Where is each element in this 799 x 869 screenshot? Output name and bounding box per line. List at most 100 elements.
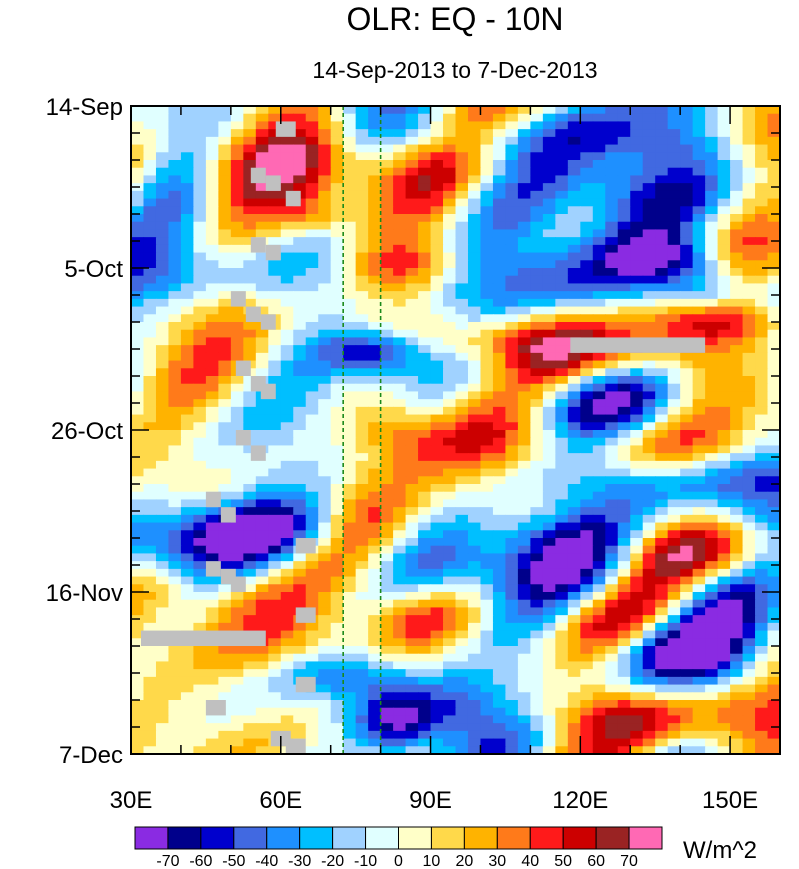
heatmap-cell bbox=[131, 260, 145, 269]
heatmap-cell bbox=[642, 291, 656, 300]
heatmap-cell bbox=[617, 360, 631, 369]
heatmap-cell bbox=[218, 298, 232, 308]
heatmap-cell bbox=[143, 329, 157, 339]
heatmap-cell bbox=[343, 167, 357, 177]
heatmap-cell bbox=[517, 700, 531, 709]
heatmap-cell bbox=[742, 437, 756, 447]
heatmap-cell bbox=[530, 383, 544, 393]
heatmap-cell bbox=[355, 360, 369, 369]
heatmap-cell bbox=[380, 352, 394, 362]
heatmap-cell bbox=[305, 329, 319, 339]
heatmap-cell bbox=[630, 298, 644, 308]
heatmap-cell bbox=[642, 283, 656, 292]
heatmap-cell bbox=[742, 252, 756, 261]
heatmap-cell bbox=[143, 568, 157, 578]
heatmap-cell bbox=[305, 622, 319, 632]
heatmap-cell bbox=[430, 322, 444, 331]
heatmap-cell bbox=[255, 298, 269, 308]
heatmap-cell bbox=[393, 676, 407, 686]
heatmap-cell bbox=[355, 676, 369, 686]
heatmap-cell bbox=[380, 360, 394, 369]
heatmap-cell bbox=[580, 746, 594, 754]
heatmap-cell bbox=[293, 584, 307, 593]
heatmap-cell bbox=[617, 244, 631, 254]
heatmap-cell bbox=[492, 445, 507, 454]
heatmap-cell bbox=[617, 260, 631, 269]
heatmap-cell bbox=[705, 106, 719, 115]
heatmap-cell bbox=[505, 406, 519, 416]
heatmap-cell bbox=[368, 460, 382, 470]
heatmap-cell bbox=[705, 329, 719, 339]
heatmap-cell bbox=[455, 314, 469, 323]
heatmap-cell bbox=[467, 244, 482, 254]
heatmap-cell bbox=[418, 322, 432, 331]
heatmap-cell bbox=[717, 352, 731, 362]
heatmap-cell bbox=[605, 430, 619, 439]
heatmap-cell bbox=[730, 561, 744, 570]
heatmap-cell bbox=[630, 391, 644, 400]
heatmap-cell bbox=[617, 430, 631, 439]
heatmap-cell bbox=[380, 399, 394, 408]
heatmap-cell bbox=[330, 530, 344, 539]
heatmap-cell bbox=[730, 214, 744, 223]
heatmap-cell bbox=[530, 453, 544, 462]
heatmap-cell bbox=[592, 368, 606, 377]
heatmap-cell bbox=[742, 584, 756, 593]
heatmap-cell bbox=[205, 306, 219, 315]
heatmap-cell bbox=[355, 268, 369, 277]
heatmap-cell bbox=[418, 522, 432, 531]
heatmap-cell bbox=[243, 391, 257, 400]
missing-data-block bbox=[285, 738, 306, 754]
heatmap-cell bbox=[630, 406, 644, 416]
heatmap-cell bbox=[193, 144, 207, 153]
heatmap-cell bbox=[492, 437, 507, 447]
heatmap-cell bbox=[205, 530, 219, 539]
heatmap-cell bbox=[131, 198, 145, 207]
heatmap-cell bbox=[455, 399, 469, 408]
heatmap-cell bbox=[755, 599, 769, 609]
heatmap-cell bbox=[542, 437, 556, 447]
heatmap-cell bbox=[705, 175, 719, 184]
heatmap-cell bbox=[642, 183, 656, 192]
heatmap-cell bbox=[243, 144, 257, 153]
heatmap-cell bbox=[580, 391, 594, 400]
heatmap-cell bbox=[318, 568, 332, 578]
heatmap-cell bbox=[542, 476, 556, 485]
heatmap-cell bbox=[243, 113, 257, 123]
heatmap-cell bbox=[467, 615, 482, 624]
heatmap-cell bbox=[280, 514, 294, 524]
heatmap-cell bbox=[180, 437, 194, 447]
heatmap-cell bbox=[617, 383, 631, 393]
heatmap-cell bbox=[667, 214, 681, 223]
heatmap-cell bbox=[655, 615, 669, 624]
heatmap-cell bbox=[143, 314, 157, 323]
heatmap-cell bbox=[705, 530, 719, 539]
heatmap-cell bbox=[131, 283, 145, 292]
heatmap-cell bbox=[155, 715, 170, 724]
heatmap-cell bbox=[605, 568, 619, 578]
heatmap-cell bbox=[343, 507, 357, 516]
heatmap-cell bbox=[755, 214, 769, 223]
heatmap-cell bbox=[767, 229, 780, 238]
heatmap-cell bbox=[530, 206, 544, 215]
heatmap-cell bbox=[205, 376, 219, 385]
heatmap-cell bbox=[605, 399, 619, 408]
heatmap-cell bbox=[293, 383, 307, 393]
heatmap-cell bbox=[430, 175, 444, 184]
heatmap-cell bbox=[655, 584, 669, 593]
heatmap-cell bbox=[755, 615, 769, 624]
heatmap-cell bbox=[655, 568, 669, 578]
heatmap-cell bbox=[218, 406, 232, 416]
heatmap-cell bbox=[305, 229, 319, 238]
heatmap-cell bbox=[530, 368, 544, 377]
heatmap-cell bbox=[467, 160, 482, 169]
heatmap-cell bbox=[742, 352, 756, 362]
heatmap-cell bbox=[343, 376, 357, 385]
heatmap-cell bbox=[555, 646, 569, 655]
heatmap-cell bbox=[268, 507, 282, 516]
heatmap-cell bbox=[517, 121, 531, 130]
heatmap-cell bbox=[393, 684, 407, 693]
heatmap-cell bbox=[717, 322, 731, 331]
heatmap-cell bbox=[505, 399, 519, 408]
heatmap-cell bbox=[455, 653, 469, 663]
